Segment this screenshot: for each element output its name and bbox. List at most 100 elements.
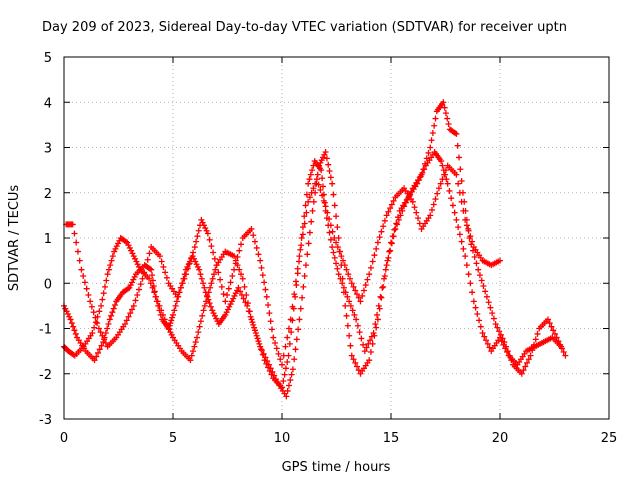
data-point [280,377,287,384]
data-point [202,225,209,232]
data-point [518,370,525,377]
data-point [330,249,337,256]
data-point [132,255,139,262]
data-point [497,331,504,338]
data-point [110,305,117,312]
data-point [240,295,247,302]
data-point [93,353,100,360]
data-point [296,316,303,323]
data-point [446,187,453,194]
data-point [241,283,248,290]
data-point [269,368,276,375]
data-point [409,198,416,205]
data-point [209,307,216,314]
data-point [317,159,324,166]
data-point [197,271,204,278]
data-point [137,281,144,288]
data-point [133,258,140,265]
data-point [473,260,480,267]
data-point [222,311,229,318]
data-point [147,280,154,287]
data-point [205,289,212,296]
data-point [257,343,264,350]
data-point [439,176,446,183]
data-point [203,227,210,234]
data-point [467,233,474,240]
data-point [109,309,116,316]
data-point [74,248,81,255]
data-point [381,217,388,224]
data-point [402,199,409,206]
data-point [428,206,435,213]
data-point [381,273,388,280]
data-point [373,324,380,331]
data-point [480,282,487,289]
data-point [329,244,336,251]
data-point [448,195,455,202]
data-point [129,250,136,257]
data-point [226,303,233,310]
data-point [341,262,348,269]
data-point [301,220,308,227]
data-point [111,248,118,255]
data-point [369,340,376,347]
data-point [292,293,299,300]
data-point [546,320,553,327]
data-point [497,257,503,264]
data-point [335,271,342,278]
data-point [250,321,257,328]
data-point [322,149,329,156]
data-point [393,220,400,227]
data-point [453,130,460,137]
data-point [112,245,119,252]
data-point [477,323,484,330]
data-point [76,257,83,264]
data-point [238,241,245,248]
data-point [348,280,355,287]
data-point [435,185,442,192]
data-point [232,290,239,297]
data-point [192,258,199,265]
data-point [327,236,334,243]
data-point [310,198,317,205]
data-point [131,273,138,280]
data-point [326,215,333,222]
data-point [167,329,174,336]
data-point [326,168,333,175]
data-point [440,99,447,106]
data-point [170,311,176,318]
data-point [139,275,146,282]
data-point [231,253,238,260]
data-point [453,216,460,223]
data-point [244,302,251,309]
data-point [331,254,338,261]
data-point [339,275,346,282]
data-point [267,318,274,325]
data-point [128,247,135,254]
x-tick-label: 20 [492,431,509,446]
data-point [418,171,425,178]
data-point [532,336,539,343]
data-point [381,275,388,282]
data-point [303,209,310,216]
data-point [198,275,205,282]
data-point [548,323,555,330]
data-point [360,287,367,294]
data-point [195,227,202,234]
data-point [300,283,307,290]
data-point [326,229,333,236]
data-point [430,201,437,208]
data-point [444,115,451,122]
data-point [225,285,232,292]
data-point [151,289,158,296]
data-point [388,201,395,208]
data-point [425,149,432,156]
data-point [125,242,132,249]
data-point [191,343,198,350]
x-tick-label: 0 [60,431,68,446]
data-point [237,288,244,295]
data-point [201,284,208,291]
data-point [263,293,270,300]
data-point [318,167,325,174]
data-point [96,308,103,315]
